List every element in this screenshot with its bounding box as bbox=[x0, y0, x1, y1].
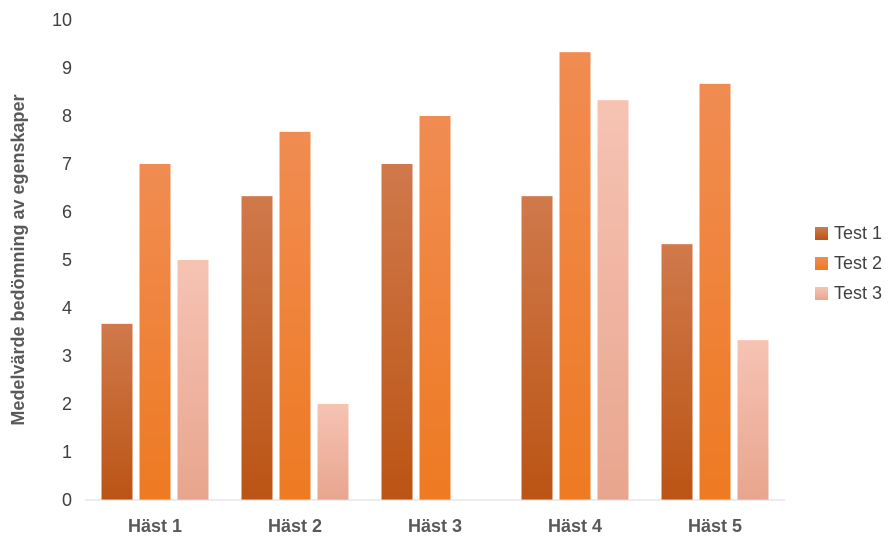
x-axis-categories: Häst 1 Häst 2 Häst 3 Häst 4 Häst 5 bbox=[128, 516, 742, 536]
y-tick-label: 7 bbox=[62, 154, 72, 174]
y-tick-label: 3 bbox=[62, 346, 72, 366]
y-tick-label: 5 bbox=[62, 250, 72, 270]
x-category-label: Häst 2 bbox=[268, 516, 322, 536]
y-axis-ticks: 0 1 2 3 4 5 6 7 8 9 10 bbox=[52, 10, 72, 510]
legend-label: Test 3 bbox=[834, 283, 882, 303]
y-tick-label: 10 bbox=[52, 10, 72, 30]
y-tick-label: 2 bbox=[62, 394, 72, 414]
bar-test-3-1 bbox=[177, 260, 209, 500]
bar-test-2-5 bbox=[699, 83, 731, 500]
y-tick-label: 8 bbox=[62, 106, 72, 126]
bar-test-3-2 bbox=[317, 404, 349, 500]
y-tick-label: 4 bbox=[62, 298, 72, 318]
x-category-label: Häst 4 bbox=[548, 516, 602, 536]
legend-swatch bbox=[815, 257, 828, 270]
bar-test-1-3 bbox=[381, 164, 413, 500]
y-tick-label: 0 bbox=[62, 490, 72, 510]
bar-test-2-3 bbox=[419, 116, 451, 500]
y-axis-label: Medelvärde bedömning av egenskaper bbox=[8, 94, 28, 425]
x-category-label: Häst 3 bbox=[408, 516, 462, 536]
legend-label: Test 1 bbox=[834, 223, 882, 243]
bar-test-2-4 bbox=[559, 52, 591, 500]
legend: Test 1 Test 2 Test 3 bbox=[815, 223, 882, 303]
bar-test-1-5 bbox=[661, 244, 693, 500]
bars bbox=[101, 52, 769, 500]
y-tick-label: 6 bbox=[62, 202, 72, 222]
legend-swatch bbox=[815, 287, 828, 300]
bar-test-3-4 bbox=[597, 100, 629, 500]
legend-label: Test 2 bbox=[834, 253, 882, 273]
bar-test-2-2 bbox=[279, 131, 311, 500]
y-tick-label: 9 bbox=[62, 58, 72, 78]
bar-test-1-2 bbox=[241, 196, 273, 500]
bar-test-1-4 bbox=[521, 196, 553, 500]
y-tick-label: 1 bbox=[62, 442, 72, 462]
bar-test-1-1 bbox=[101, 323, 133, 500]
bar-test-2-1 bbox=[139, 164, 171, 500]
x-category-label: Häst 5 bbox=[688, 516, 742, 536]
bar-test-3-5 bbox=[737, 340, 769, 500]
x-category-label: Häst 1 bbox=[128, 516, 182, 536]
legend-swatch bbox=[815, 227, 828, 240]
